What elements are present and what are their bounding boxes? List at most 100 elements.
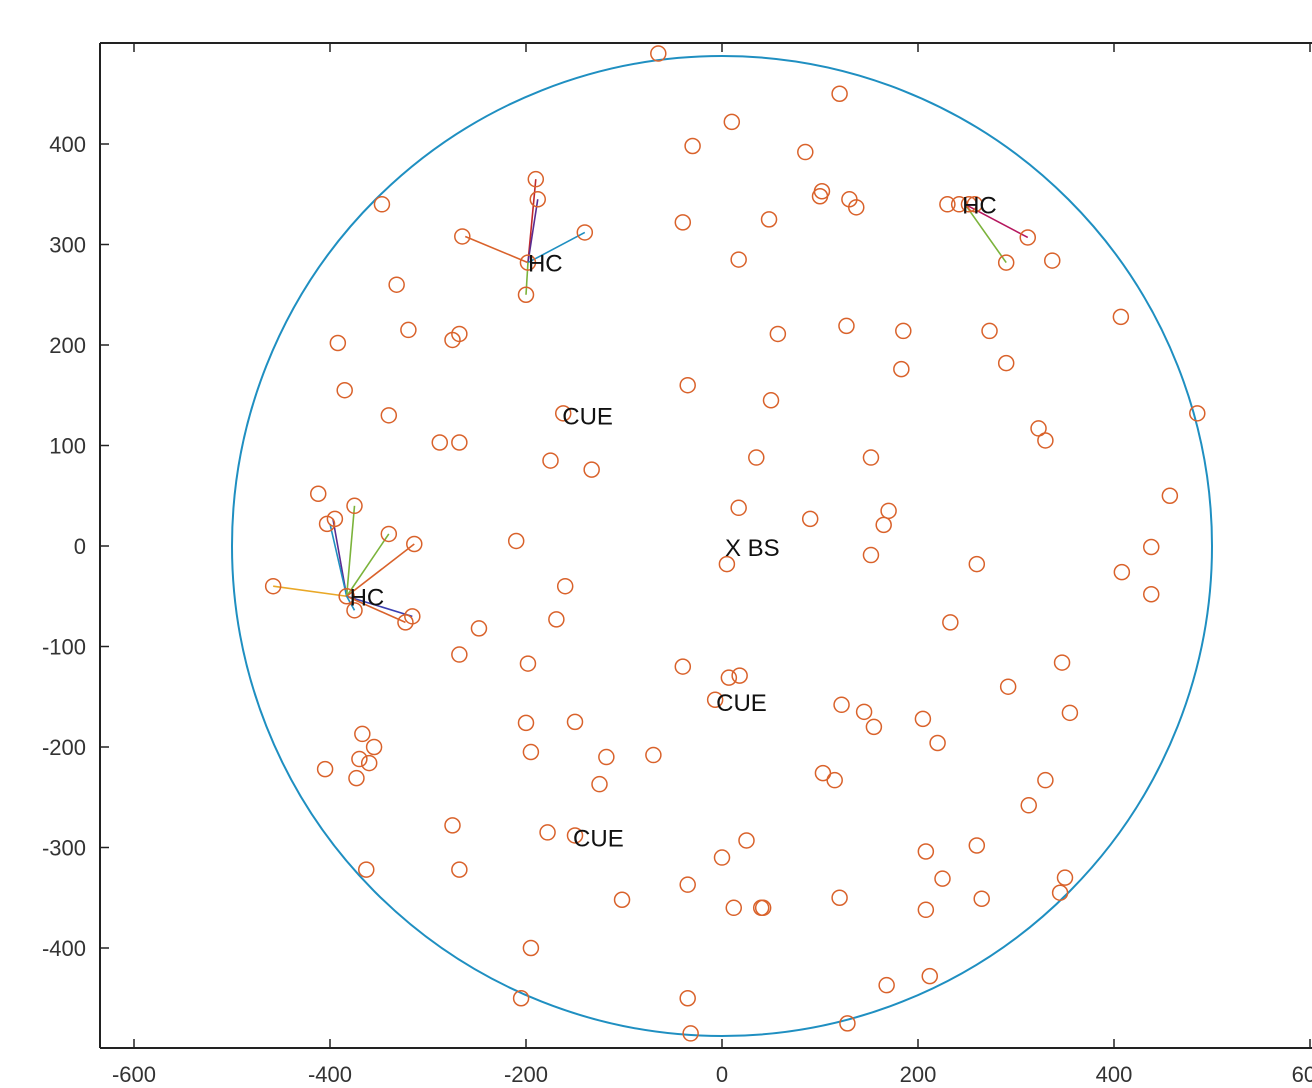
data-point [329, 334, 347, 352]
data-point [760, 211, 778, 228]
data-point [451, 325, 468, 343]
x-tick-label: -200 [504, 1062, 548, 1087]
data-point [801, 510, 819, 528]
data-point [1161, 487, 1179, 504]
data-point [718, 555, 736, 573]
data-point [893, 360, 910, 378]
annotation-label: HC [350, 584, 385, 611]
data-point [542, 452, 559, 469]
data-point [682, 1025, 699, 1042]
data-point [380, 407, 398, 424]
data-point [529, 191, 547, 208]
data-point [999, 678, 1017, 695]
data-point [934, 870, 951, 887]
data-point [512, 990, 530, 1007]
data-point [346, 497, 363, 515]
annotation-label: CUE [562, 403, 613, 430]
data-point [826, 771, 843, 789]
data-point [397, 614, 414, 631]
hc-link-line [527, 199, 539, 263]
x-tick-label: 600 [1292, 1062, 1312, 1087]
data-point [713, 849, 731, 866]
data-point [373, 196, 391, 213]
data-point [914, 710, 932, 728]
data-point [566, 713, 584, 731]
data-point [981, 322, 998, 340]
data-point [1044, 252, 1061, 269]
data-point [738, 832, 755, 849]
data-point [1142, 538, 1160, 556]
y-tick-label: -300 [42, 836, 86, 861]
y-tick-label: -100 [42, 635, 86, 660]
cell-boundary-circle [231, 55, 1213, 1037]
data-point [706, 691, 724, 709]
data-point [336, 381, 353, 399]
data-point [939, 196, 956, 213]
data-point [684, 137, 701, 155]
data-point [406, 535, 423, 553]
data-point [725, 899, 743, 917]
x-tick-label: 200 [900, 1062, 937, 1087]
data-point [645, 746, 662, 764]
annotation-label: CUE [573, 825, 624, 852]
hc-link-line [273, 585, 347, 598]
user-points [264, 45, 1206, 1042]
data-point [522, 939, 540, 957]
y-tick-label: 200 [49, 333, 86, 358]
data-point [679, 876, 696, 893]
data-point [348, 769, 365, 787]
data-point [1053, 654, 1071, 671]
data-point [731, 667, 748, 684]
data-point [1056, 869, 1074, 886]
y-ticks: -400 -300 -200 -100 0 100 200 300 400 [42, 132, 109, 961]
data-point [997, 354, 1015, 372]
hc-link-line [464, 235, 529, 264]
data-point [517, 286, 535, 303]
data-point [865, 718, 883, 736]
data-point [960, 196, 978, 213]
data-point [748, 449, 765, 466]
data-point [346, 602, 363, 619]
data-point [1019, 229, 1037, 246]
data-point [583, 461, 600, 478]
x-tick-label: -400 [308, 1062, 352, 1087]
hc-link-line [345, 505, 356, 597]
hc-link-line [345, 533, 390, 597]
data-point [400, 321, 417, 339]
data-point [997, 254, 1015, 271]
data-point [519, 655, 537, 672]
data-point [942, 614, 959, 631]
data-point [451, 861, 468, 878]
data-point [517, 714, 535, 732]
annotations: X BS CUE CUE CUE HC HC HC [350, 192, 997, 852]
data-point [674, 214, 692, 231]
data-point [762, 392, 780, 409]
data-point [838, 317, 855, 335]
data-point [862, 449, 880, 466]
data-point [833, 696, 850, 714]
x-ticks: -600 -400 -200 0 200 400 600 [112, 43, 1312, 1087]
data-point [769, 325, 787, 343]
data-point [929, 734, 946, 752]
data-point [723, 113, 741, 131]
data-point [968, 555, 986, 573]
data-point [797, 143, 814, 161]
data-point [1189, 405, 1206, 422]
x-tick-label: 400 [1096, 1062, 1133, 1087]
x-tick-label: 0 [716, 1062, 728, 1087]
data-point [754, 899, 772, 917]
data-point [354, 725, 371, 743]
annotation-label: HC [528, 251, 563, 278]
data-point [1142, 585, 1160, 603]
data-point [338, 588, 355, 605]
data-point [318, 515, 336, 533]
data-point [674, 658, 692, 675]
plot-background [100, 43, 1312, 1048]
data-point [839, 1015, 856, 1032]
data-point [365, 738, 383, 756]
hc-link-line [527, 231, 586, 264]
x-tick-label: -600 [112, 1062, 156, 1087]
hc-link-line [329, 523, 348, 597]
data-point [1061, 704, 1079, 722]
data-point [566, 827, 584, 844]
